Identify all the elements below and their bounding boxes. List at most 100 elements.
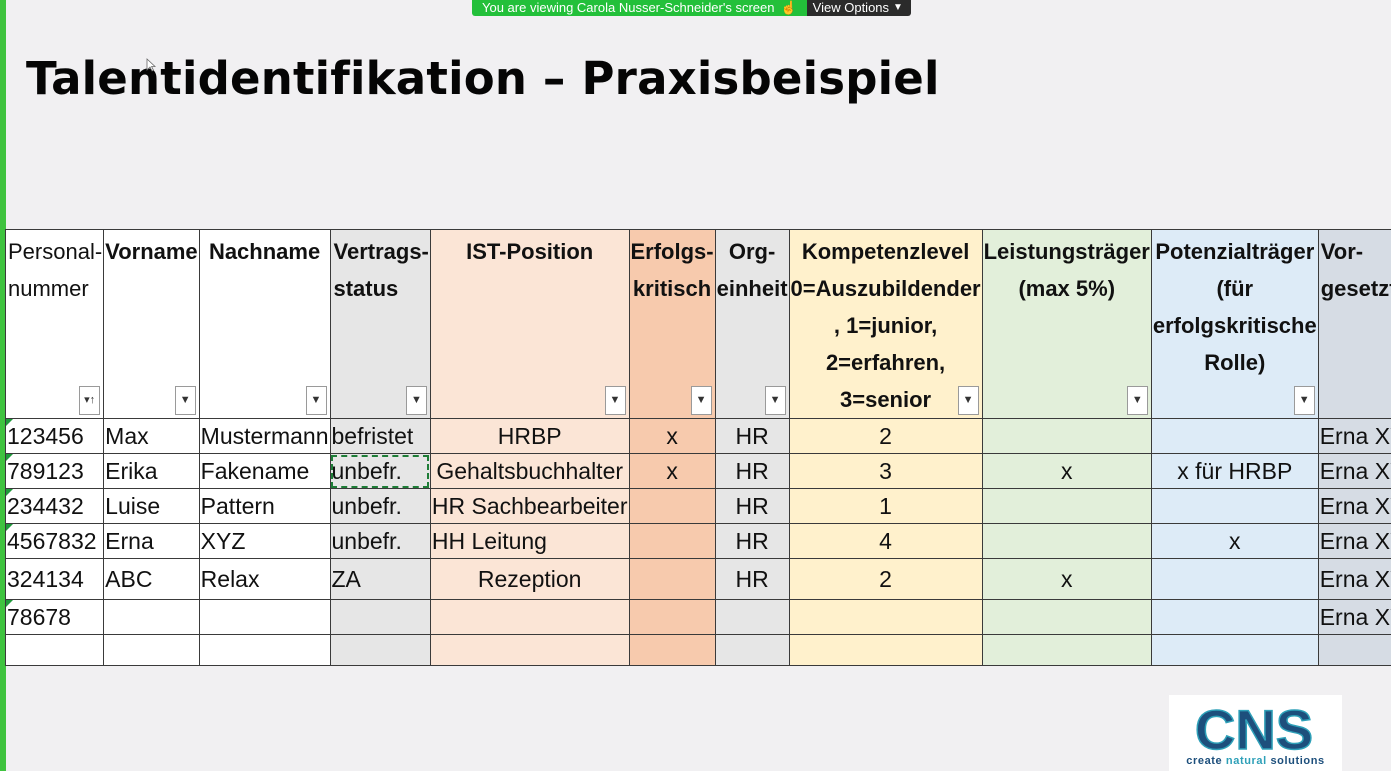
cell-empty[interactable] bbox=[1317, 634, 1391, 666]
cell-vorgesetzter[interactable]: Erna XYZ bbox=[1317, 453, 1391, 489]
cell-org-einheit[interactable] bbox=[714, 599, 790, 635]
cell-vertragsstatus[interactable]: unbefr. bbox=[329, 488, 431, 524]
cell-ist-position[interactable] bbox=[429, 599, 630, 635]
cell-vorname[interactable]: Erika bbox=[103, 453, 200, 489]
cell-org-einheit[interactable]: HR bbox=[714, 558, 790, 600]
cell-ist-position[interactable]: HR Sachbearbeiter bbox=[429, 488, 630, 524]
cell-vorname[interactable]: ABC bbox=[103, 558, 200, 600]
cell-leistungstraeger[interactable] bbox=[981, 599, 1152, 635]
cell-vorgesetzter[interactable]: Erna XYZ bbox=[1317, 558, 1391, 600]
cell-vorname[interactable]: Max bbox=[103, 418, 200, 454]
cell-potenzialtraeger[interactable]: x für HRBP bbox=[1150, 453, 1319, 489]
cell-kompetenzlevel[interactable]: 2 bbox=[788, 418, 983, 454]
cell-nachname[interactable]: Mustermann bbox=[198, 418, 331, 454]
cell-vertragsstatus[interactable]: ZA bbox=[329, 558, 431, 600]
cell-leistungstraeger[interactable]: x bbox=[981, 558, 1152, 600]
cell-vertragsstatus[interactable]: unbefr. bbox=[329, 523, 431, 559]
cell-leistungstraeger[interactable]: x bbox=[981, 453, 1152, 489]
cell-kompetenzlevel[interactable]: 1 bbox=[788, 488, 983, 524]
table-row: 324134 ABC Relax ZA Rezeption HR 2 x Ern… bbox=[4, 558, 1391, 600]
cell-kompetenzlevel[interactable] bbox=[788, 599, 983, 635]
cell-vorgesetzter[interactable]: Erna XYZ bbox=[1317, 488, 1391, 524]
header-ist-position: IST-Position ▼ bbox=[429, 229, 630, 419]
cell-ist-position[interactable]: HRBP bbox=[429, 418, 630, 454]
cell-erfolgskritisch[interactable] bbox=[628, 558, 716, 600]
cell-personalnummer[interactable]: 324134 bbox=[4, 558, 105, 600]
filter-dropdown-button[interactable]: ▼ bbox=[604, 386, 626, 415]
cell-ist-position[interactable]: Gehaltsbuchhalter bbox=[429, 453, 630, 489]
filter-dropdown-button[interactable]: ▼ bbox=[174, 386, 196, 415]
cell-personalnummer[interactable]: 4567832 bbox=[4, 523, 105, 559]
header-text: Kompetenzlevel bbox=[801, 239, 970, 264]
cell-empty[interactable] bbox=[329, 634, 431, 666]
header-text: IST-Position bbox=[466, 239, 594, 264]
cell-empty[interactable] bbox=[1150, 634, 1319, 666]
cell-org-einheit[interactable]: HR bbox=[714, 453, 790, 489]
cell-personalnummer[interactable]: 123456 bbox=[4, 418, 105, 454]
header-row: Personal-nummer ▾↑ Vorname ▼ Nachname ▼ … bbox=[4, 229, 1391, 419]
cell-potenzialtraeger[interactable] bbox=[1150, 599, 1319, 635]
cell-kompetenzlevel[interactable]: 4 bbox=[788, 523, 983, 559]
cell-erfolgskritisch[interactable]: x bbox=[628, 418, 716, 454]
cell-vorname[interactable]: Erna bbox=[103, 523, 200, 559]
cell-potenzialtraeger[interactable]: x bbox=[1150, 523, 1319, 559]
cell-kompetenzlevel[interactable]: 2 bbox=[788, 558, 983, 600]
cell-potenzialtraeger[interactable] bbox=[1150, 558, 1319, 600]
cell-empty[interactable] bbox=[714, 634, 790, 666]
filter-dropdown-button[interactable]: ▼ bbox=[1293, 386, 1315, 415]
cell-personalnummer[interactable]: 78678 bbox=[4, 599, 105, 635]
cell-erfolgskritisch[interactable] bbox=[628, 523, 716, 559]
cell-ist-position[interactable]: HH Leitung bbox=[429, 523, 630, 559]
cell-vorgesetzter[interactable]: Erna XYZ bbox=[1317, 418, 1391, 454]
cell-personalnummer[interactable]: 234432 bbox=[4, 488, 105, 524]
cell-empty[interactable] bbox=[628, 634, 716, 666]
header-vertragsstatus: Vertrags-status ▼ bbox=[329, 229, 431, 419]
cell-potenzialtraeger[interactable] bbox=[1150, 488, 1319, 524]
cell-empty[interactable] bbox=[198, 634, 331, 666]
cell-personalnummer[interactable]: 789123 bbox=[4, 453, 105, 489]
sort-filter-button[interactable]: ▾↑ bbox=[79, 386, 101, 415]
cell-nachname[interactable]: Fakename bbox=[198, 453, 331, 489]
header-kompetenzlevel: Kompetenzlevel 0=Auszubildender , 1=junior… bbox=[788, 229, 983, 419]
cell-vertragsstatus[interactable]: befristet bbox=[329, 418, 431, 454]
cell-leistungstraeger[interactable] bbox=[981, 488, 1152, 524]
cell-leistungstraeger[interactable] bbox=[981, 523, 1152, 559]
filter-dropdown-button[interactable]: ▼ bbox=[764, 386, 786, 415]
filter-dropdown-button[interactable]: ▼ bbox=[957, 386, 979, 415]
cell-nachname[interactable]: XYZ bbox=[198, 523, 331, 559]
filter-dropdown-button[interactable]: ▼ bbox=[690, 386, 712, 415]
header-text: Leistungsträger bbox=[983, 239, 1150, 264]
view-options-button[interactable]: View Options ▼ bbox=[806, 0, 911, 16]
cell-ist-position[interactable]: Rezeption bbox=[429, 558, 630, 600]
cell-kompetenzlevel[interactable]: 3 bbox=[788, 453, 983, 489]
cell-nachname[interactable] bbox=[198, 599, 331, 635]
cell-vorgesetzter[interactable]: Erna XYZ bbox=[1317, 599, 1391, 635]
cell-empty[interactable] bbox=[429, 634, 630, 666]
cell-empty[interactable] bbox=[4, 634, 105, 666]
header-text: Vor- bbox=[1320, 239, 1364, 264]
filter-dropdown-button[interactable]: ▼ bbox=[305, 386, 327, 415]
cell-nachname[interactable]: Pattern bbox=[198, 488, 331, 524]
tagline-natural: natural bbox=[1225, 755, 1267, 767]
cell-erfolgskritisch[interactable] bbox=[628, 488, 716, 524]
header-text: Vertrags- bbox=[333, 239, 429, 264]
tagline-create: create bbox=[1186, 755, 1223, 767]
cell-vorname[interactable] bbox=[103, 599, 200, 635]
cell-empty[interactable] bbox=[788, 634, 983, 666]
filter-dropdown-button[interactable]: ▼ bbox=[405, 386, 427, 415]
cell-org-einheit[interactable]: HR bbox=[714, 418, 790, 454]
cell-empty[interactable] bbox=[103, 634, 200, 666]
cell-vertragsstatus[interactable] bbox=[329, 599, 431, 635]
filter-dropdown-button[interactable]: ▼ bbox=[1126, 386, 1148, 415]
cell-empty[interactable] bbox=[981, 634, 1152, 666]
cell-erfolgskritisch[interactable] bbox=[628, 599, 716, 635]
cell-org-einheit[interactable]: HR bbox=[714, 488, 790, 524]
cell-org-einheit[interactable]: HR bbox=[714, 523, 790, 559]
cell-vertragsstatus-selected[interactable]: unbefr. bbox=[329, 453, 431, 489]
cell-potenzialtraeger[interactable] bbox=[1150, 418, 1319, 454]
cell-erfolgskritisch[interactable]: x bbox=[628, 453, 716, 489]
cell-vorgesetzter[interactable]: Erna XYZ bbox=[1317, 523, 1391, 559]
cell-nachname[interactable]: Relax bbox=[198, 558, 331, 600]
cell-vorname[interactable]: Luise bbox=[103, 488, 200, 524]
cell-leistungstraeger[interactable] bbox=[981, 418, 1152, 454]
